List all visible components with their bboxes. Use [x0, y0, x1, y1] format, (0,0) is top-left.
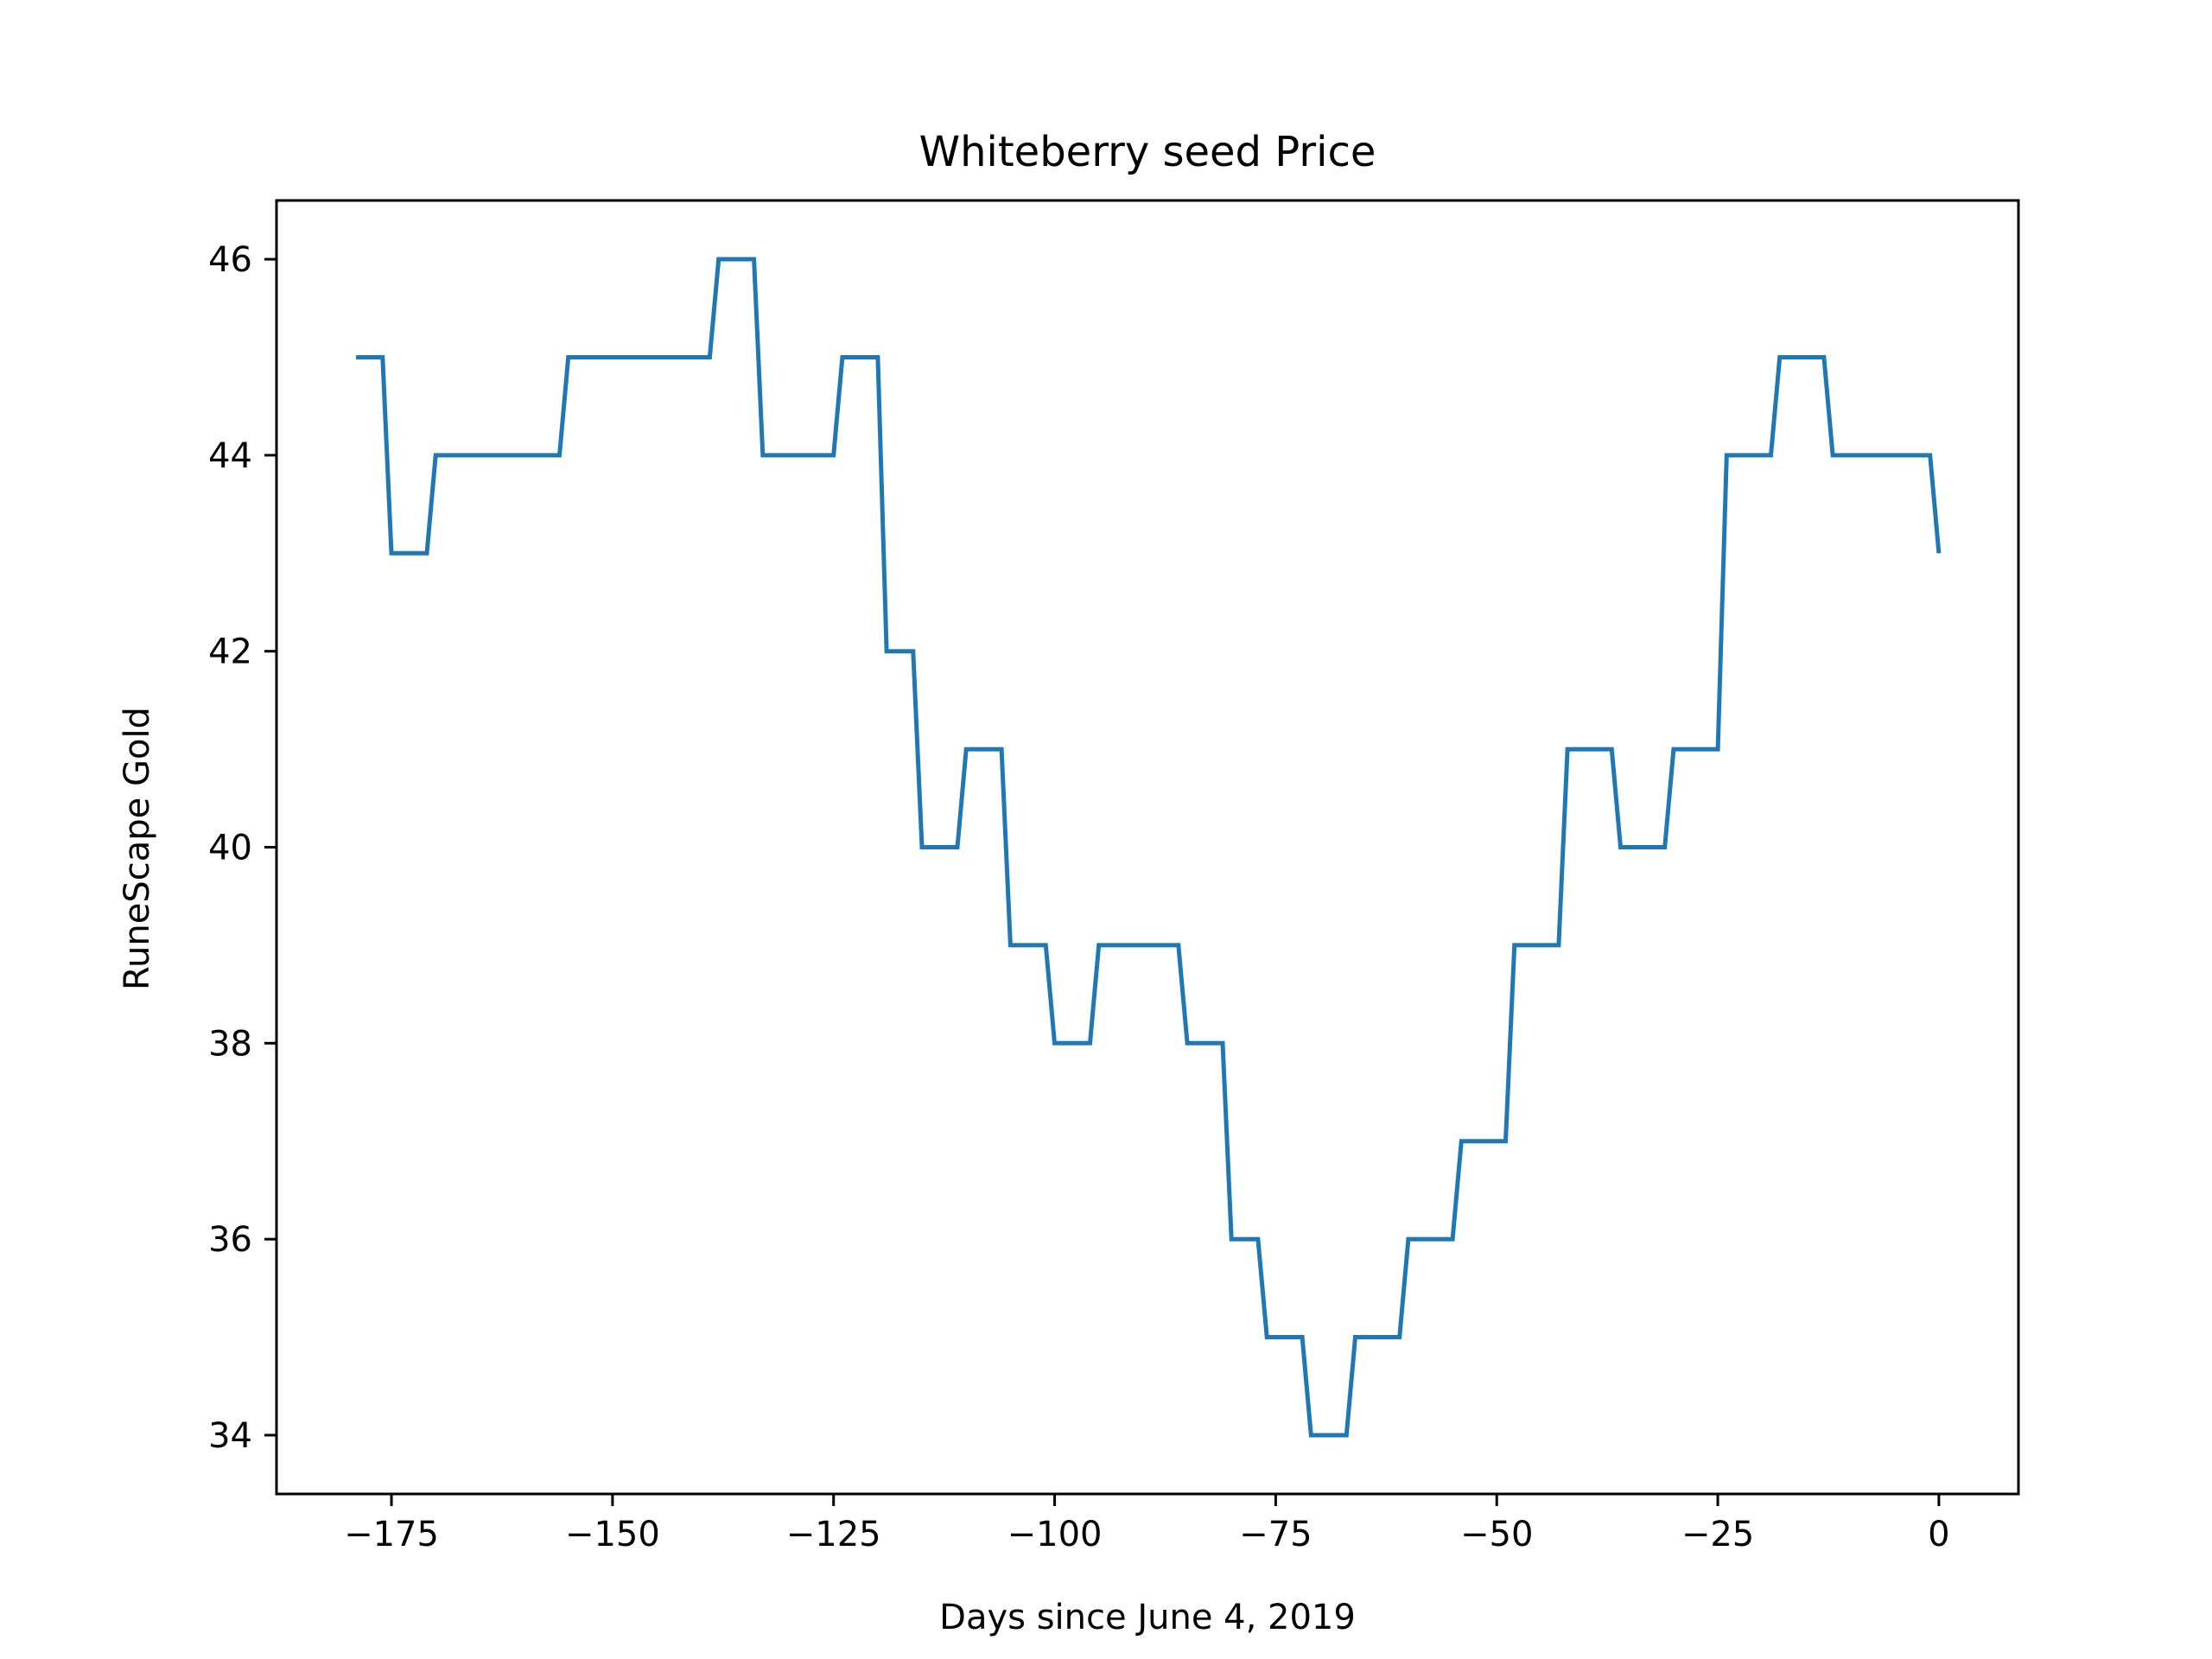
- x-axis-title: Days since June 4, 2019: [939, 1598, 1356, 1637]
- plot-frame: [275, 199, 2020, 1496]
- x-tick-label: −150: [565, 1515, 660, 1554]
- y-tick-label: 38: [208, 1024, 252, 1064]
- x-tick-label: −100: [1007, 1515, 1103, 1554]
- x-tick-label: −25: [1681, 1515, 1754, 1554]
- series-line-0: [356, 257, 1942, 1438]
- x-tick-label: −75: [1239, 1515, 1312, 1554]
- y-tick-label: 36: [208, 1220, 252, 1260]
- y-tick-label: 44: [208, 436, 252, 476]
- x-tick-label: −175: [344, 1515, 439, 1554]
- y-axis-title: RuneScape Gold: [118, 707, 157, 990]
- y-tick-label: 40: [208, 829, 252, 868]
- y-tick-label: 46: [208, 240, 252, 280]
- x-tick-label: 0: [1928, 1515, 1949, 1554]
- x-tick-label: −50: [1460, 1515, 1533, 1554]
- y-tick-label: 34: [208, 1416, 252, 1456]
- x-tick-label: −125: [786, 1515, 881, 1554]
- chart-title: Whiteberry seed Price: [919, 128, 1376, 176]
- y-tick-label: 42: [208, 632, 252, 672]
